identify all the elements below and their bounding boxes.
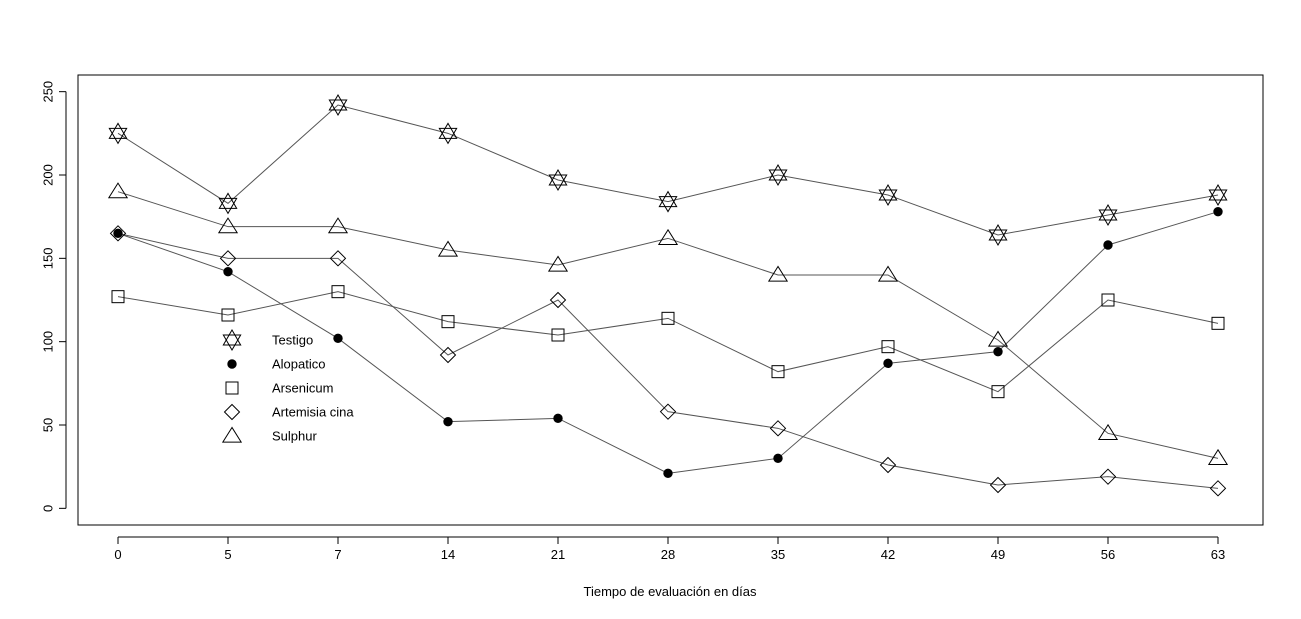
series-4-point	[769, 420, 787, 437]
y-tick-label: 0	[41, 505, 56, 512]
series-4-point	[659, 403, 677, 420]
series-1-point	[108, 122, 128, 145]
legend-label-2: Alopatico	[272, 357, 325, 372]
x-tick-label: 28	[661, 547, 675, 562]
series-1-point	[768, 163, 788, 187]
x-axis-title: Tiempo de evaluación en días	[584, 584, 757, 599]
x-tick-label: 56	[1101, 547, 1115, 562]
x-tick-label: 21	[551, 547, 565, 562]
series-5-point	[547, 255, 569, 272]
series-4-point	[1099, 468, 1117, 485]
y-tick-label: 150	[41, 247, 56, 269]
legend-marker-1	[222, 328, 242, 352]
series-1-point	[658, 190, 678, 213]
series-line-1	[117, 104, 1219, 236]
series-4-point	[439, 346, 457, 364]
y-tick-label: 50	[41, 418, 56, 432]
series-1-point	[438, 122, 458, 145]
series-5-point	[767, 265, 789, 282]
series-5-point	[437, 240, 459, 257]
series-2-point	[1213, 206, 1223, 217]
series-3-point	[551, 328, 565, 342]
series-5-point	[327, 217, 349, 234]
series-5-point	[657, 228, 679, 245]
series-4-point	[549, 291, 567, 309]
series-2-point	[883, 358, 893, 369]
y-tick-label: 250	[41, 81, 56, 103]
series-2-point	[553, 413, 563, 424]
series-4-point	[219, 250, 237, 267]
x-tick-label: 42	[881, 547, 895, 562]
series-3-point	[221, 308, 235, 322]
series-1-point	[1208, 183, 1228, 207]
series-2-point	[993, 346, 1003, 357]
x-tick-label: 63	[1211, 547, 1225, 562]
x-tick-label: 0	[114, 547, 121, 562]
y-axis: 0 50 100 150 200 250	[41, 81, 67, 512]
series-3-point	[1101, 293, 1115, 307]
series-3-point	[771, 365, 785, 379]
series-5-point	[107, 182, 129, 199]
series-5-point	[1097, 423, 1119, 440]
series-4-point	[989, 476, 1007, 494]
series-4-point	[879, 456, 897, 474]
series-2-point	[1103, 240, 1113, 250]
x-tick-label: 14	[441, 547, 455, 562]
series-4-point	[109, 225, 127, 242]
legend-marker-5	[221, 426, 243, 443]
series-5-point	[1207, 448, 1229, 465]
series-5-point	[877, 265, 899, 282]
legend-label-1: Testigo	[272, 333, 313, 348]
series-3-point	[441, 315, 455, 329]
series-3-point	[111, 290, 125, 304]
series-4-point	[1209, 480, 1227, 497]
series-5-point	[217, 217, 239, 234]
series-5-point	[987, 330, 1009, 347]
series-line-3	[117, 291, 1219, 393]
series-2-point	[333, 333, 343, 344]
legend-marker-4	[223, 403, 241, 421]
series-2-point	[223, 266, 233, 277]
series-3-point	[1211, 316, 1225, 330]
x-axis: 0 5 7 14 21 28 35 42 49 56 63	[114, 536, 1225, 562]
series-3-point	[881, 340, 895, 354]
plot-frame	[77, 74, 1264, 526]
legend-label-3: Arsenicum	[272, 381, 333, 396]
series-2-point	[443, 416, 453, 427]
series-4-point	[329, 250, 347, 267]
x-tick-label: 35	[771, 547, 785, 562]
legend-label-5: Sulphur	[272, 429, 317, 444]
series-3-point	[991, 385, 1005, 399]
x-tick-label: 7	[334, 547, 341, 562]
series-1-point	[1098, 203, 1118, 227]
series-2-point	[773, 453, 783, 464]
y-tick-label: 100	[41, 331, 56, 353]
series-1-point	[878, 183, 898, 207]
x-tick-label: 49	[991, 547, 1005, 562]
series-3-point	[331, 285, 345, 299]
legend: Testigo Alopatico Arsenicum Artemisia cina S…	[221, 328, 354, 444]
series-line-4	[117, 232, 1219, 489]
series-2-point	[663, 468, 673, 479]
x-tick-label: 5	[224, 547, 231, 562]
series-1-point	[988, 223, 1008, 247]
legend-marker-3	[225, 381, 239, 395]
series-3-point	[661, 311, 675, 325]
y-tick-label: 200	[41, 164, 56, 186]
series-2-point	[113, 228, 123, 239]
series-line-5	[117, 191, 1219, 459]
series-markers	[107, 93, 1229, 497]
series-1-point	[328, 93, 348, 117]
series-1-point	[548, 168, 568, 192]
legend-label-4: Artemisia cina	[272, 405, 354, 420]
series-1-point	[218, 192, 238, 215]
legend-marker-2	[227, 359, 237, 369]
